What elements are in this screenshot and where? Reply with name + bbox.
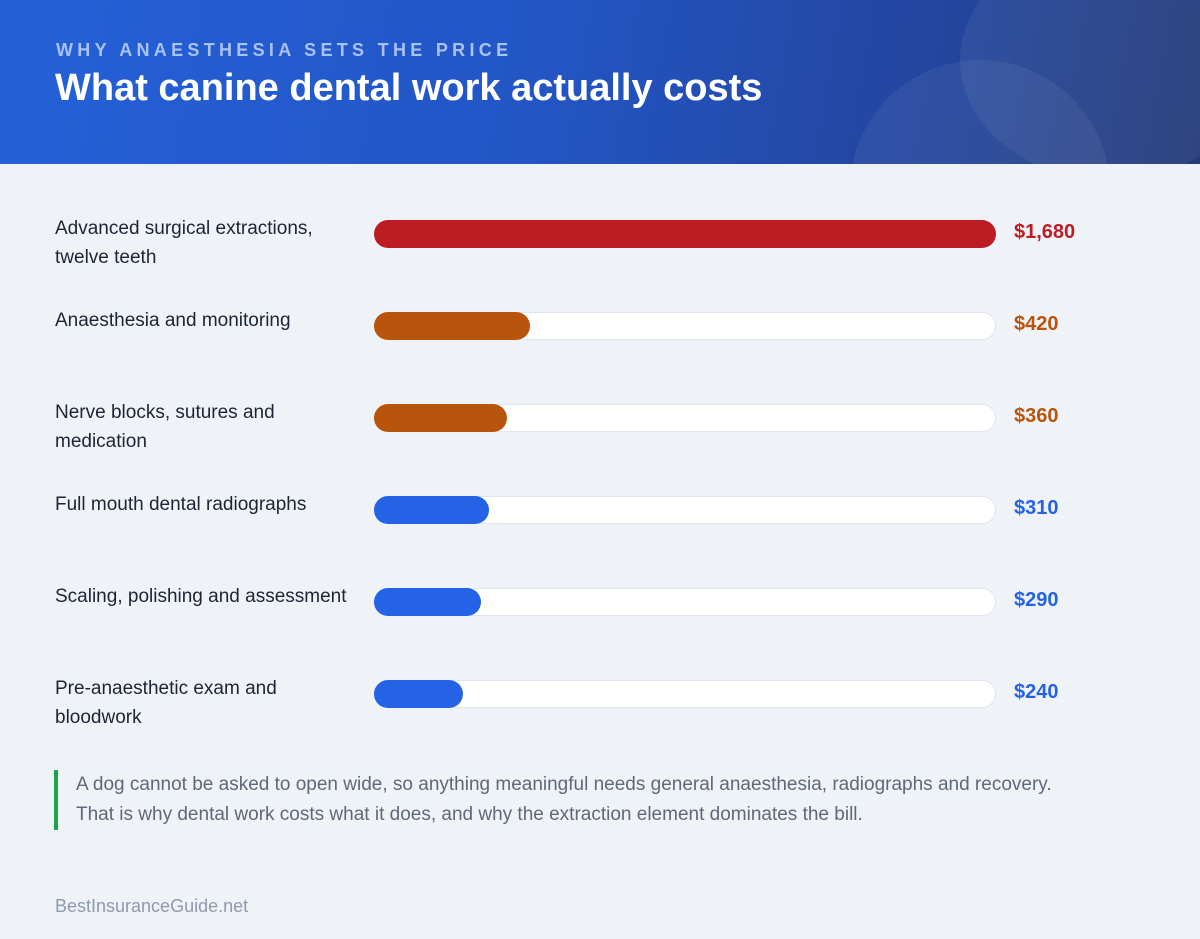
bar-label: Pre-anaesthetic exam and bloodwork [55, 678, 277, 728]
bar-value-label: $1,680 [1014, 221, 1076, 243]
bar-value-label: $240 [1014, 681, 1059, 703]
source-credit: BestInsuranceGuide.net [55, 896, 249, 916]
bar-label: Scaling, polishing and assessment [55, 586, 347, 607]
bar-value-label: $290 [1014, 589, 1059, 611]
bar [374, 680, 463, 708]
kicker-text: WHY ANAESTHESIA SETS THE PRICE [56, 40, 513, 60]
bar-label: Nerve blocks, sutures and medication [55, 402, 275, 452]
bar [374, 404, 507, 432]
bar [374, 312, 530, 340]
decorative-circle [960, 0, 1200, 164]
bar [374, 220, 996, 248]
explanatory-note: A dog cannot be asked to open wide, so a… [54, 770, 1076, 830]
bar-value-label: $360 [1014, 405, 1059, 427]
bar [374, 496, 489, 524]
bar-value-label: $420 [1014, 313, 1059, 335]
bar [374, 588, 481, 616]
bar-label: Advanced surgical extractions, twelve te… [55, 218, 313, 268]
bar-label: Anaesthesia and monitoring [55, 310, 291, 331]
page-title: What canine dental work actually costs [55, 67, 763, 109]
header-banner: WHY ANAESTHESIA SETS THE PRICE What cani… [0, 0, 1200, 164]
bar-label: Full mouth dental radiographs [55, 494, 307, 515]
bar-track [374, 680, 996, 708]
bar-value-label: $310 [1014, 497, 1059, 519]
